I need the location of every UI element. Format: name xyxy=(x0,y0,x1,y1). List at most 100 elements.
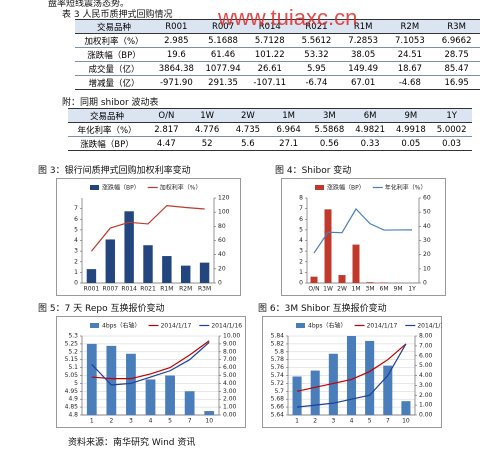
table-cell: 53.32 xyxy=(293,47,340,62)
legend-label: 2014/1/17 xyxy=(161,323,192,330)
y-tick-label: 0 xyxy=(218,280,222,287)
x-tick-label: R001 xyxy=(84,286,100,293)
legend-label: 2014/1/16 xyxy=(417,323,442,330)
y-tick-label: 4.85 xyxy=(65,404,79,411)
table-cell: 1Y xyxy=(431,108,472,123)
y-tick-label: 20 xyxy=(218,265,226,272)
y-tick-label: 60 xyxy=(423,195,431,202)
watermark: www.tuiaxc.cn xyxy=(218,5,358,30)
x-tick-label: 3M xyxy=(366,286,375,293)
table-cell: R021 xyxy=(293,19,340,34)
table-cell: 3864.38 xyxy=(153,61,200,76)
x-tick-label: O/N xyxy=(308,286,319,293)
y-tick-label: 2.00 xyxy=(223,396,237,403)
x-tick-label: 6M xyxy=(380,286,389,293)
table-cell: 2W xyxy=(227,108,269,123)
y-tick-label: 5.76 xyxy=(271,364,285,371)
bar xyxy=(324,209,332,283)
y-tick-label: 2 xyxy=(74,258,78,265)
y-tick-label: 10 xyxy=(423,265,431,272)
y-tick-label: 1.00 xyxy=(419,402,433,409)
x-tick-label: R007 xyxy=(102,286,118,293)
table-cell: R007 xyxy=(199,19,247,34)
x-tick-label: 1Y xyxy=(408,286,416,293)
table-cell: 101.22 xyxy=(246,47,294,62)
y-tick-label: 5.15 xyxy=(65,356,79,363)
y-tick-label: 0 xyxy=(299,280,303,287)
legend-label: 加权利率（%） xyxy=(160,184,202,192)
y-tick-label: 5.00 xyxy=(419,362,433,369)
table-cell: 涨跌幅（BP） xyxy=(68,136,146,151)
chart: 4.84.854.94.9555.055.15.155.25.255.30.00… xyxy=(56,316,246,428)
table-cell: 1077.94 xyxy=(199,61,247,76)
table-row: 涨跌幅（BP） 4.47 52 5.6 27.1 0.56 0.33 0.05 0.03 xyxy=(68,136,472,151)
table-header: 交易品种 O/N 1W 2W 1M 3M 6M 9M 1Y xyxy=(68,108,472,123)
chart: 5.645.665.685.75.725.745.765.785.85.825.… xyxy=(262,316,442,428)
table-cell: 3M xyxy=(309,108,350,123)
x-tick-label: R1M xyxy=(160,286,173,293)
table-row: 成交量（亿） 3864.38 1077.94 26.61 5.95 149.49 18.67… xyxy=(75,61,480,76)
table-cell: R001 xyxy=(153,19,200,34)
x-tick-label: 2 xyxy=(109,418,113,425)
table-row: 年化利率（%） 2.817 4.776 4.735 6.964 5.5868 4.9821 4… xyxy=(68,122,472,137)
y-tick-label: 8.00 xyxy=(419,333,433,340)
y-tick-label: 2 xyxy=(299,258,303,265)
y-tick-label: 100 xyxy=(218,209,230,216)
table-cell: R3M xyxy=(433,19,480,34)
table-cell: 0.03 xyxy=(431,136,472,151)
table-cell: 149.49 xyxy=(339,61,387,76)
table-cell: 9M xyxy=(390,108,432,123)
y-tick-label: 2.00 xyxy=(419,392,433,399)
legend-label: 2014/1/17 xyxy=(367,323,398,330)
bar xyxy=(199,262,210,283)
table-cell: 1M xyxy=(268,108,309,123)
legend-label: 4bps（右轴） xyxy=(308,322,347,330)
line-series xyxy=(297,343,407,408)
bar xyxy=(292,376,302,415)
table-title: 附：同期 shibor 波动表 xyxy=(62,98,159,108)
chart-title: 图 3：银行间质押式回购加权利率变动 xyxy=(38,166,191,176)
source-note: 资料来源：南华研究 Wind 资讯 xyxy=(68,438,196,448)
y-tick-label: 20 xyxy=(423,251,431,258)
y-tick-label: 5.64 xyxy=(271,412,285,419)
table-cell: 0.56 xyxy=(309,136,350,151)
y-tick-label: 5.68 xyxy=(271,396,285,403)
bar xyxy=(328,353,338,415)
table-row: 涨跌幅（BP） 19.6 61.46 101.22 53.32 38.05 24.51 28.… xyxy=(75,47,480,62)
bar xyxy=(365,340,375,415)
table-cell: -971.90 xyxy=(153,75,200,90)
y-tick-label: 3.00 xyxy=(419,382,433,389)
table-cell: 交易品种 xyxy=(75,19,153,34)
table-cell: 成交量（亿） xyxy=(75,61,153,76)
table-cell: 交易品种 xyxy=(68,108,146,123)
chart-title: 图 5：7 天 Repo 互换报价变动 xyxy=(38,304,165,314)
y-tick-label: 0.00 xyxy=(419,412,433,419)
x-tick-label: 7 xyxy=(386,418,390,425)
y-tick-label: 1.00 xyxy=(223,404,237,411)
y-tick-label: 4.00 xyxy=(419,372,433,379)
bar xyxy=(310,370,320,415)
y-tick-label: 5.78 xyxy=(271,356,285,363)
table-cell: 4.9821 xyxy=(349,122,391,137)
y-tick-label: 5.82 xyxy=(271,340,285,347)
y-tick-label: 9.00 xyxy=(223,340,237,347)
y-tick-label: 5.74 xyxy=(271,372,285,379)
line-series xyxy=(313,208,413,254)
bar xyxy=(338,275,346,283)
bar xyxy=(105,239,115,283)
y-tick-label: 6 xyxy=(299,216,303,223)
line-series xyxy=(296,343,407,392)
bar xyxy=(143,245,153,283)
y-tick-label: 5.72 xyxy=(271,380,285,387)
y-tick-label: 5 xyxy=(299,226,303,233)
table-cell: 291.35 xyxy=(199,75,247,90)
table-row: 增减量（亿） -971.90 291.35 -107.11 -6.74 67.01 -4.6… xyxy=(75,75,480,90)
bar xyxy=(310,276,318,283)
bar xyxy=(352,244,360,283)
table-cell: 5.0002 xyxy=(431,122,472,137)
table-cell: 28.75 xyxy=(433,47,480,62)
bar xyxy=(86,269,97,283)
x-tick-label: 5 xyxy=(368,418,372,425)
table-cell: 5.5868 xyxy=(309,122,350,137)
table-cell: -107.11 xyxy=(246,75,294,90)
